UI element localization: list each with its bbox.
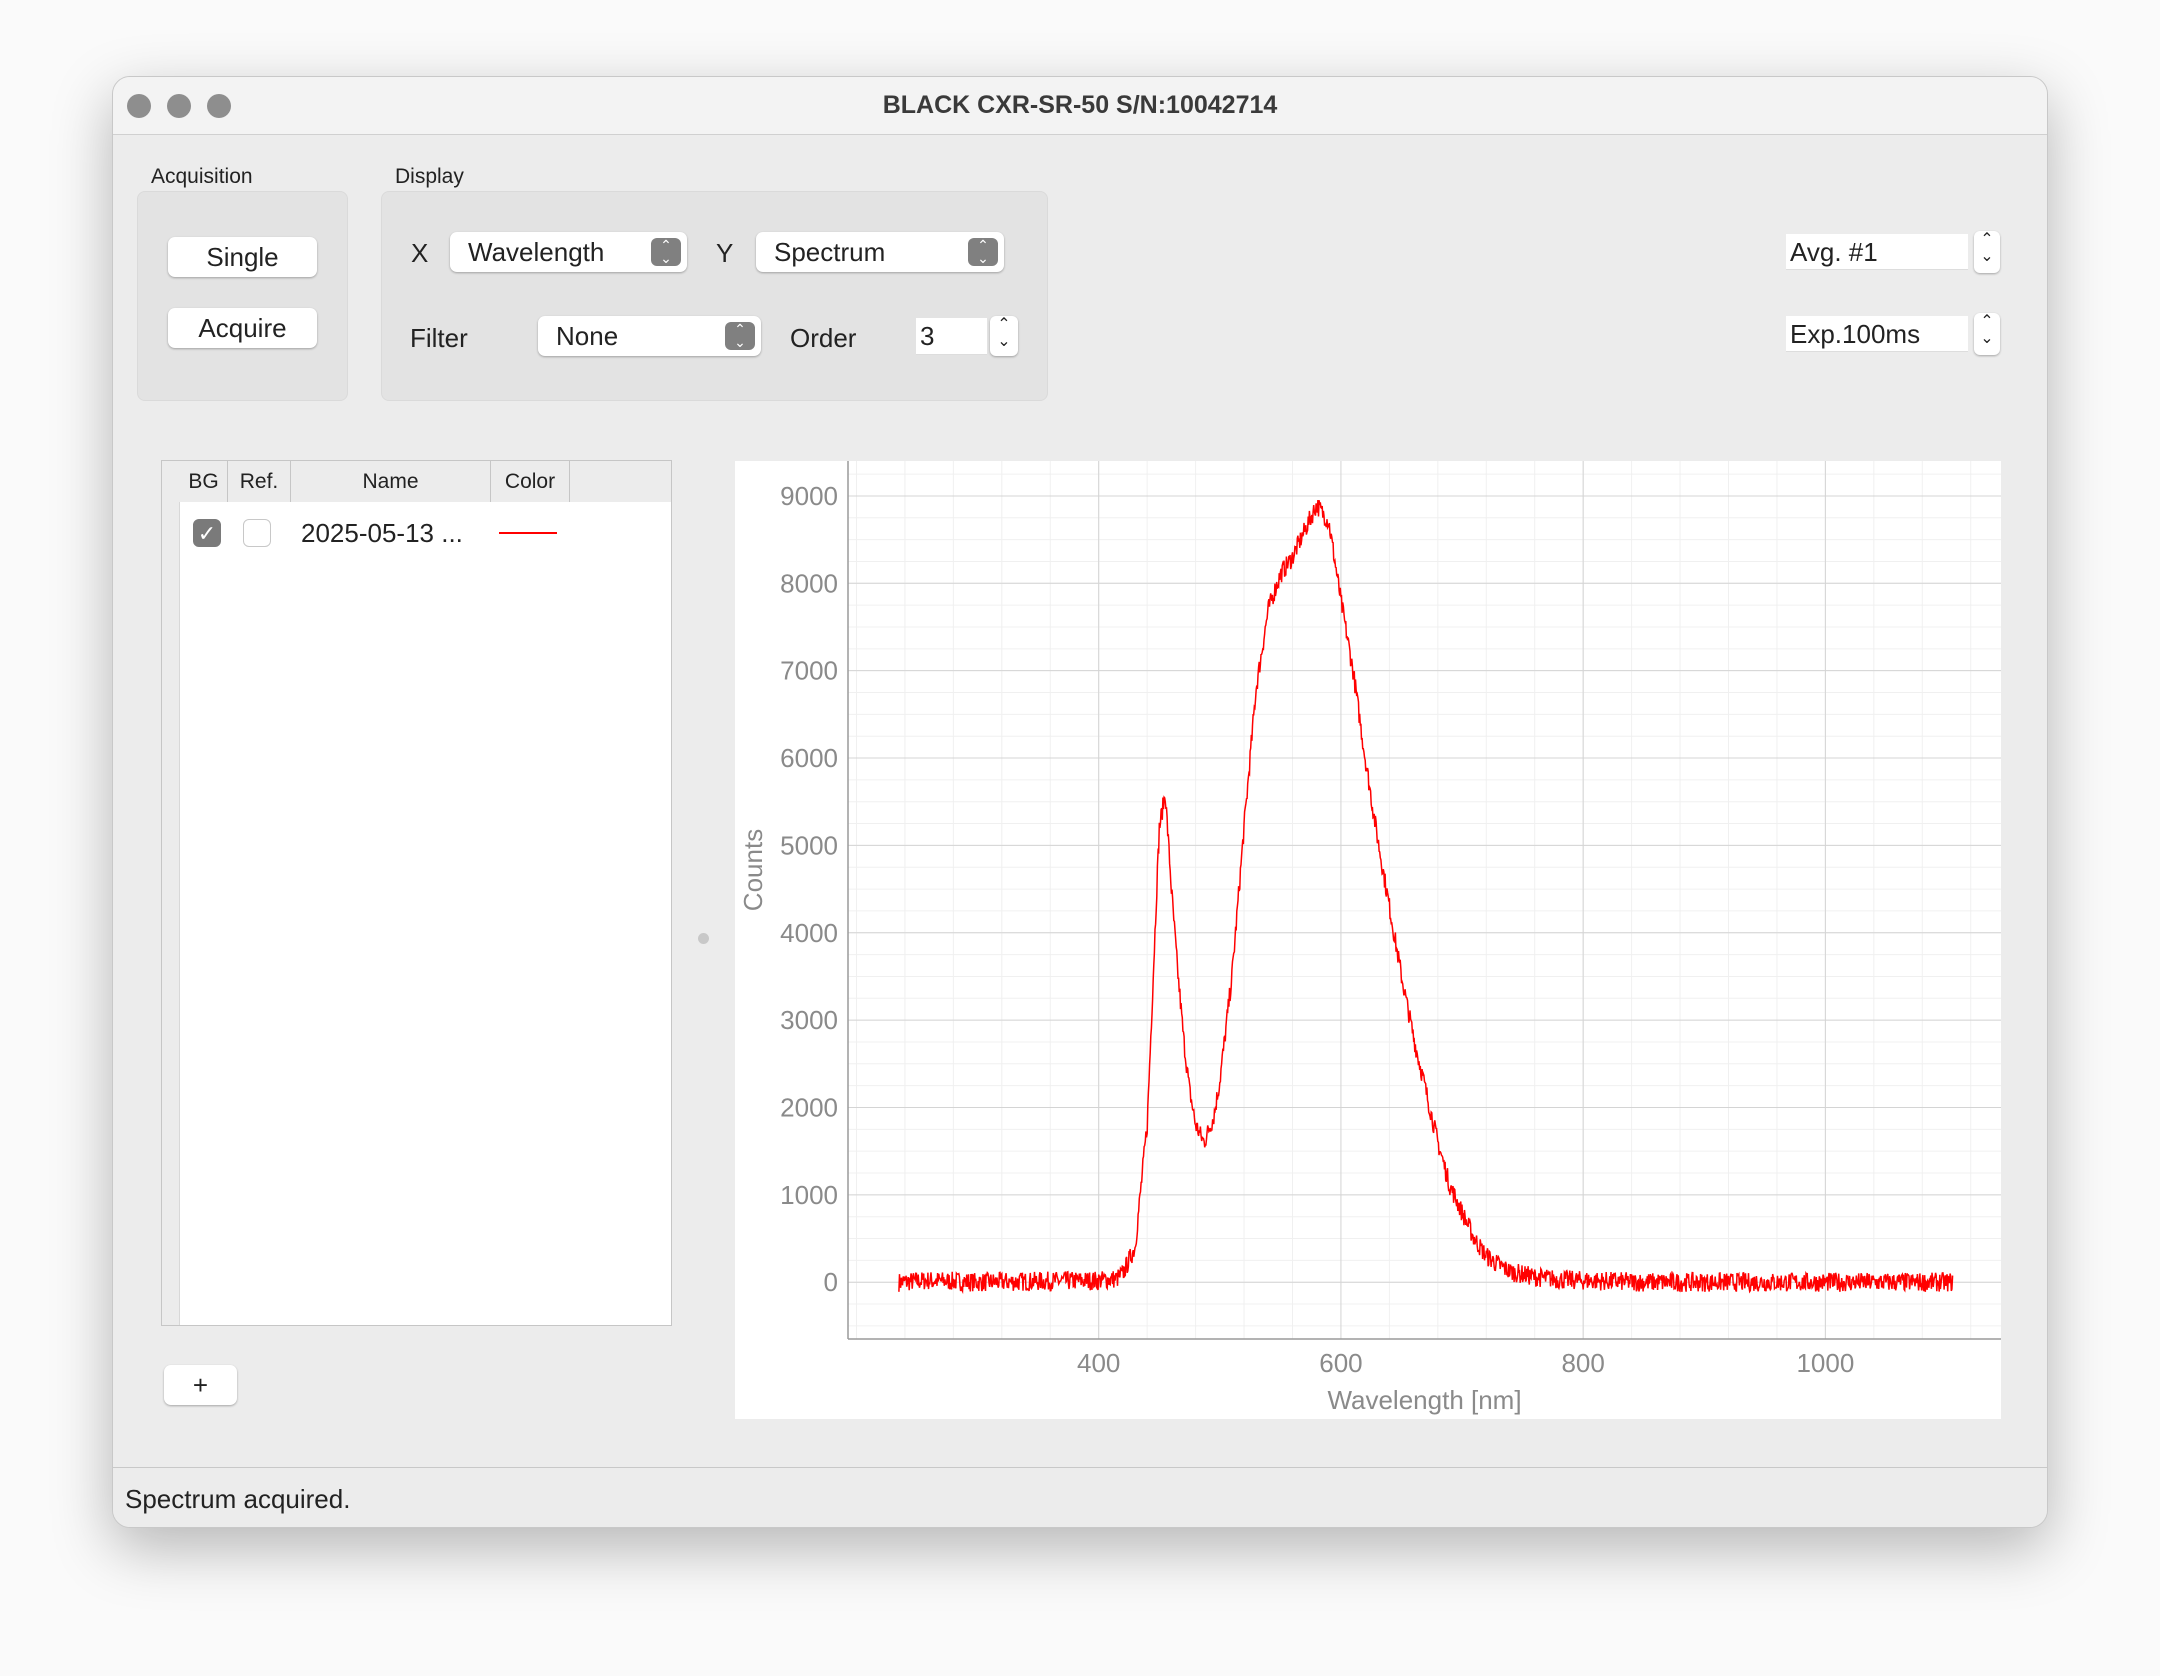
add-spectrum-button[interactable]: +: [164, 1365, 237, 1405]
column-color[interactable]: Color: [491, 461, 570, 502]
x-tick-label: 400: [1077, 1348, 1120, 1378]
updown-chevron-icon: ⌃ ⌄: [725, 322, 755, 350]
acquisition-label: Acquisition: [151, 165, 253, 188]
y-tick-label: 9000: [780, 481, 838, 511]
y-tick-label: 2000: [780, 1092, 838, 1122]
x-tick-label: 1000: [1796, 1348, 1854, 1378]
row-header: [162, 461, 180, 1325]
zoom-button[interactable]: [207, 94, 231, 118]
spectrum-line: [898, 499, 1954, 1295]
table-row[interactable]: ✓ 2025-05-13 ...: [180, 513, 670, 555]
average-input[interactable]: Avg. #1: [1786, 234, 1968, 270]
x-axis-select[interactable]: Wavelength ⌃ ⌄: [450, 232, 687, 272]
display-label: Display: [395, 165, 464, 188]
order-input[interactable]: 3: [916, 318, 987, 355]
y-tick-label: 5000: [780, 830, 838, 860]
plot-svg: 400 600 800 1000 0 1000 2000 3000 4000 5000 6000 70…: [738, 461, 2001, 1415]
bg-checkbox[interactable]: ✓: [193, 519, 221, 547]
exposure-stepper[interactable]: ⌃ ⌄: [1974, 313, 2000, 355]
close-button[interactable]: [127, 94, 151, 118]
y-axis-select[interactable]: Spectrum ⌃ ⌄: [756, 232, 1004, 272]
window-title: BLACK CXR-SR-50 S/N:10042714: [882, 91, 1278, 119]
spectrum-color-swatch[interactable]: [499, 532, 557, 534]
table-header: BG Ref. Name Color: [162, 461, 671, 502]
minimize-button[interactable]: [167, 94, 191, 118]
y-tick-label: 1000: [780, 1180, 838, 1210]
spectra-table: BG Ref. Name Color ✓ 2025-05-13 ...: [161, 460, 672, 1326]
app-window: BLACK CXR-SR-50 S/N:10042714 Acquisition…: [112, 76, 2048, 1528]
average-stepper[interactable]: ⌃ ⌄: [1974, 231, 2000, 273]
updown-chevron-icon: ⌃ ⌄: [651, 238, 681, 266]
y-axis-value: Spectrum: [774, 237, 886, 267]
y-axis-title: Counts: [738, 829, 768, 911]
y-tick-label: 0: [824, 1267, 838, 1297]
updown-chevron-icon: ⌃ ⌄: [968, 238, 998, 266]
display-group: [381, 191, 1048, 401]
splitter-handle[interactable]: [698, 933, 709, 944]
order-label: Order: [790, 323, 857, 353]
y-tick-label: 6000: [780, 743, 838, 773]
column-name[interactable]: Name: [291, 461, 491, 502]
single-button[interactable]: Single: [168, 237, 317, 277]
y-tick-label: 7000: [780, 656, 838, 686]
filter-label: Filter: [410, 323, 468, 353]
spectrum-plot[interactable]: 400 600 800 1000 0 1000 2000 3000 4000 5000 6000 70…: [735, 461, 2001, 1419]
status-message: Spectrum acquired.: [125, 1484, 351, 1514]
exposure-input[interactable]: Exp.100ms: [1786, 316, 1968, 352]
x-tick-label: 800: [1561, 1348, 1604, 1378]
ref-checkbox[interactable]: [243, 519, 271, 547]
y-tick-label: 4000: [780, 918, 838, 948]
acquire-button[interactable]: Acquire: [168, 308, 317, 348]
order-stepper[interactable]: ⌃ ⌄: [990, 316, 1018, 356]
x-label: X: [411, 238, 429, 268]
x-axis-title: Wavelength [nm]: [1327, 1385, 1521, 1415]
title-bar: BLACK CXR-SR-50 S/N:10042714: [113, 77, 2047, 135]
filter-value: None: [556, 321, 619, 351]
column-bg[interactable]: BG: [180, 461, 228, 502]
x-tick-label: 600: [1319, 1348, 1362, 1378]
status-bar: Spectrum acquired.: [113, 1467, 2047, 1527]
spectrum-name: 2025-05-13 ...: [301, 518, 463, 548]
filter-select[interactable]: None ⌃ ⌄: [538, 316, 761, 356]
x-axis-value: Wavelength: [468, 237, 605, 267]
y-label: Y: [716, 238, 734, 268]
column-ref[interactable]: Ref.: [228, 461, 291, 502]
y-tick-label: 8000: [780, 568, 838, 598]
y-tick-label: 3000: [780, 1005, 838, 1035]
acquisition-group: [137, 191, 348, 401]
